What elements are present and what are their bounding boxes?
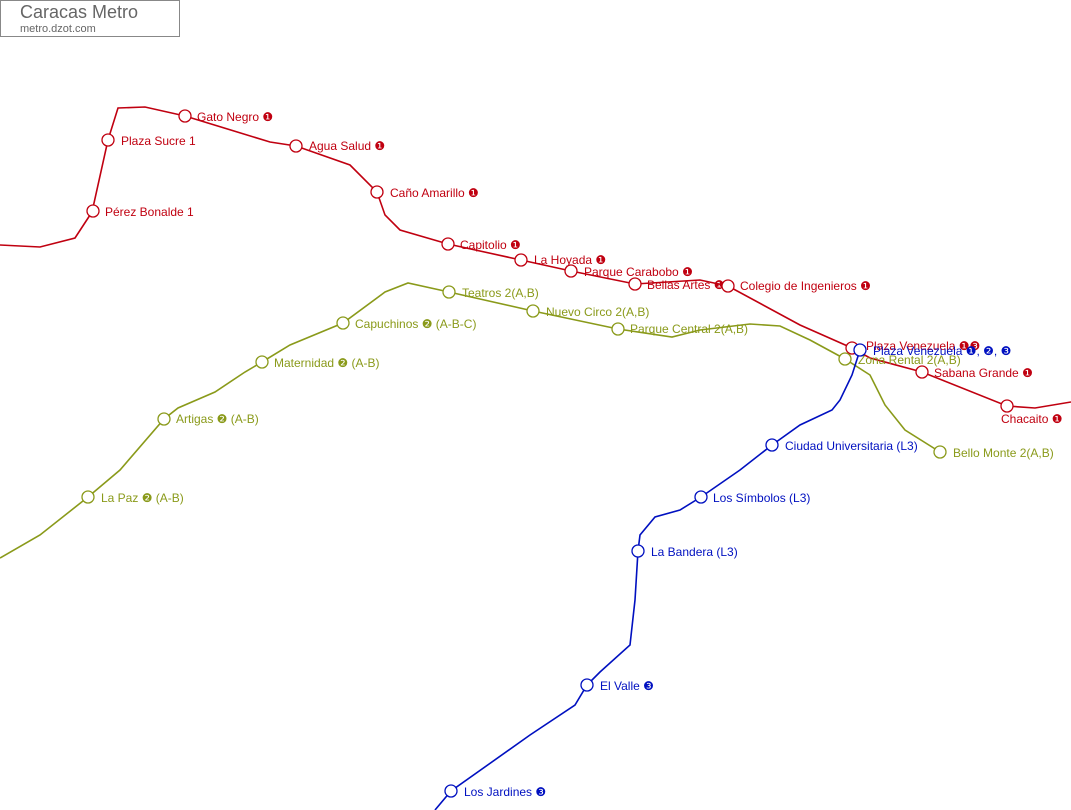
station-label: Bello Monte 2(A,B) (953, 446, 1054, 460)
header-box (0, 0, 180, 37)
station (86, 204, 100, 218)
line-3 (434, 349, 861, 810)
station (526, 304, 540, 318)
station (289, 139, 303, 153)
station-label: Parque Carabobo ❶ (584, 265, 693, 279)
station-label: Pérez Bonalde 1 (105, 205, 194, 219)
station (1000, 399, 1014, 413)
station (157, 412, 171, 426)
station-label: Agua Salud ❶ (309, 139, 385, 153)
station (631, 544, 645, 558)
station (255, 355, 269, 369)
station (101, 133, 115, 147)
station (444, 784, 458, 798)
station-label: Zona Rental 2(A,B) (858, 353, 961, 367)
station (336, 316, 350, 330)
station-label: El Valle ❸ (600, 679, 654, 693)
station (933, 445, 947, 459)
station (853, 343, 867, 357)
station-label: Plaza Sucre 1 (121, 134, 196, 148)
station (442, 285, 456, 299)
station-label: Plaza Venezuela ❶, ❷, ❸ (873, 344, 1011, 358)
map-subtitle: metro.dzot.com (20, 23, 96, 35)
station-label: Gato Negro ❶ (197, 110, 273, 124)
station (178, 109, 192, 123)
station-label: Sabana Grande ❶ (934, 366, 1033, 380)
station-label: Plaza Venezuela ❶❸ (866, 339, 980, 353)
station-label: Artigas ❷ (A-B) (176, 412, 259, 426)
station (514, 253, 528, 267)
station (81, 490, 95, 504)
map-title: Caracas Metro (20, 2, 138, 22)
station-label: Capuchinos ❷ (A-B-C) (355, 317, 476, 331)
station-label: Parque Central 2(A,B) (630, 322, 748, 336)
station-label: Nuevo Circo 2(A,B) (546, 305, 649, 319)
station-label: Maternidad ❷ (A-B) (274, 356, 379, 370)
station (765, 438, 779, 452)
station-label: Los Símbolos (L3) (713, 491, 810, 505)
station (915, 365, 929, 379)
station (694, 490, 708, 504)
station-label: La Hoyada ❶ (534, 253, 606, 267)
station (628, 277, 642, 291)
station-label: Caño Amarillo ❶ (390, 186, 479, 200)
station-label: Bellas Artes ❶ (647, 278, 724, 292)
station-label: Ciudad Universitaria (L3) (785, 439, 918, 453)
station-label: Chacaito ❶ (1001, 412, 1062, 426)
station-label: Los Jardines ❸ (464, 785, 546, 799)
station-label: La Bandera (L3) (651, 545, 738, 559)
station (370, 185, 384, 199)
station-label: La Paz ❷ (A-B) (101, 491, 184, 505)
station (611, 322, 625, 336)
station (580, 678, 594, 692)
station (721, 279, 735, 293)
station-label: Teatros 2(A,B) (462, 286, 539, 300)
station-label: Capitolio ❶ (460, 238, 521, 252)
station (441, 237, 455, 251)
station-label: Colegio de Ingenieros ❶ (740, 279, 871, 293)
station (564, 264, 578, 278)
station (838, 352, 852, 366)
